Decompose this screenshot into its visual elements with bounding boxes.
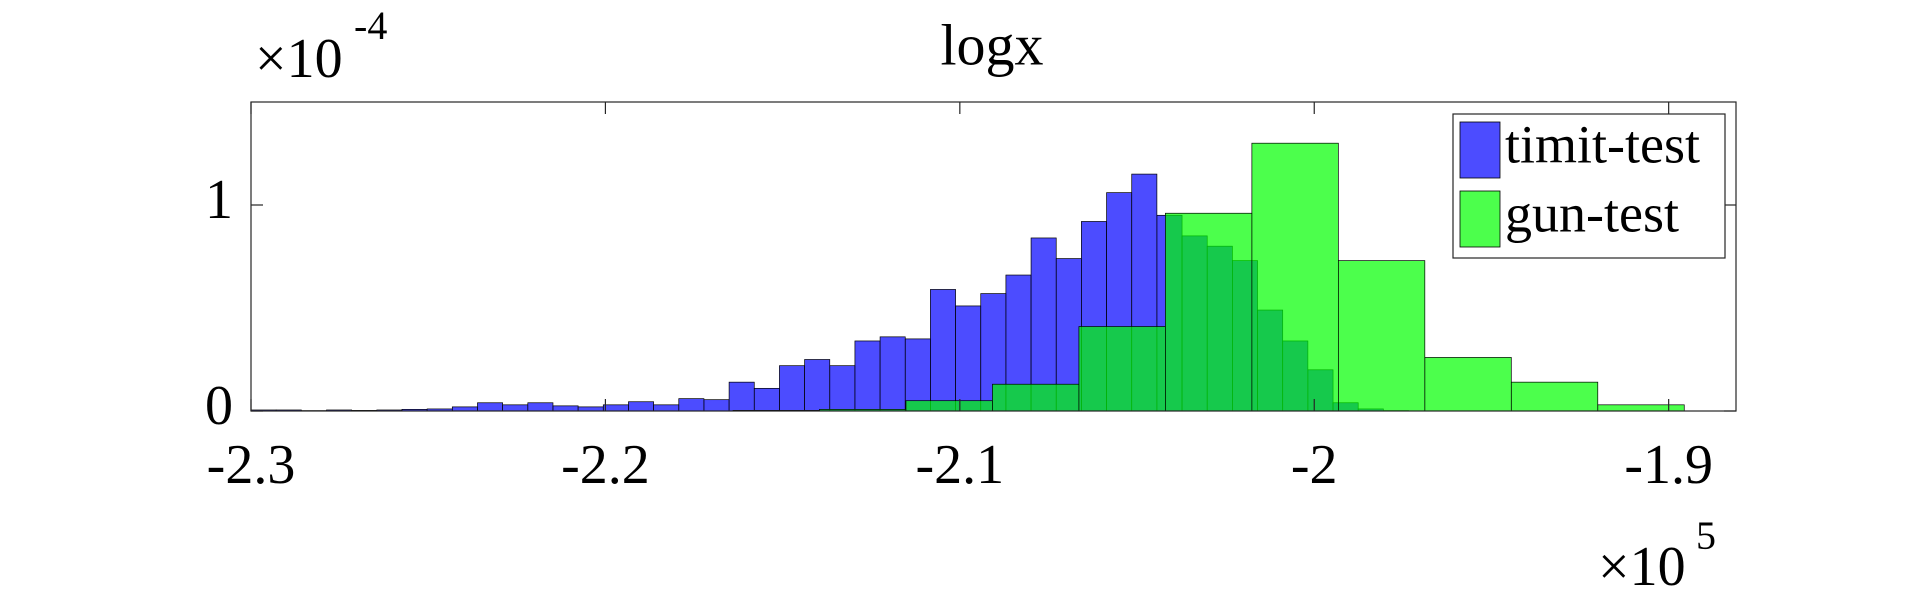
histogram-bar: [628, 401, 654, 412]
x-tick-label: -1.9: [1624, 434, 1713, 496]
histogram-bar: [1337, 260, 1426, 412]
histogram-bar: [1078, 326, 1166, 412]
histogram-bar: [779, 365, 805, 412]
histogram-bar: [1165, 212, 1253, 412]
histogram-bar: [703, 399, 730, 412]
histogram-bar: [829, 365, 856, 412]
histogram-bar: [1597, 404, 1685, 412]
x-multiplier-exponent: 5: [1696, 513, 1716, 558]
histogram-bar: [678, 398, 705, 412]
histogram-bar: [904, 338, 931, 412]
histogram-bar: [527, 402, 554, 412]
x-tick-label: -2.3: [207, 434, 296, 496]
histogram-bar: [1510, 381, 1599, 412]
histogram-bar: [602, 404, 629, 412]
histogram-bar: [653, 404, 680, 412]
y-tick-label: 1: [205, 169, 233, 231]
chart-title: logx: [940, 12, 1043, 77]
histogram-bar: [930, 289, 956, 412]
axes-box: [250, 101, 1737, 412]
legend-swatch: [1459, 121, 1501, 179]
x-tick-label: -2.1: [916, 434, 1005, 496]
legend: timit-test gun-test: [1452, 113, 1726, 259]
histogram-bar: [552, 405, 579, 412]
histogram-bar: [879, 336, 906, 412]
histogram-bar: [854, 340, 881, 412]
histogram-bar: [753, 387, 780, 412]
histogram-bar: [477, 402, 503, 412]
histogram-bar: [804, 359, 831, 412]
x-multiplier: ×10: [1598, 536, 1686, 598]
histogram-bar: [992, 383, 1080, 412]
histogram-bar: [1424, 357, 1512, 412]
histogram-bar: [955, 305, 982, 412]
legend-label: gun-test: [1505, 183, 1679, 243]
histogram-bar: [905, 400, 993, 412]
x-tick-label: -2.2: [561, 434, 650, 496]
y-multiplier-exponent: -4: [354, 3, 387, 48]
x-tick-label: -2: [1291, 434, 1338, 496]
histogram-bar: [728, 381, 755, 412]
histogram-bar: [502, 404, 529, 412]
histogram-bar: [451, 406, 478, 412]
y-multiplier: ×10: [255, 28, 343, 90]
histogram-bar: [577, 406, 604, 412]
legend-swatch: [1459, 190, 1501, 248]
y-tick-label: 0: [205, 375, 233, 437]
histogram-bar: [1251, 142, 1339, 412]
legend-label: timit-test: [1505, 114, 1700, 174]
